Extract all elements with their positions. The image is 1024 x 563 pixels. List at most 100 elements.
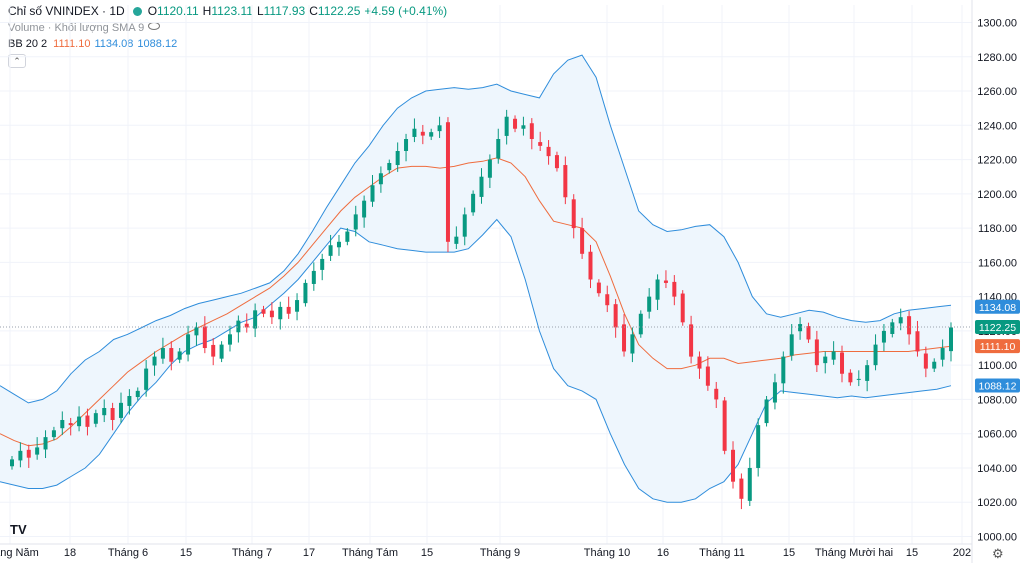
y-tick-label: 1060.00 bbox=[977, 429, 1017, 441]
candle-body bbox=[420, 131, 425, 136]
candle-body bbox=[311, 270, 316, 284]
candle-body bbox=[772, 382, 777, 403]
candle-body bbox=[10, 459, 14, 467]
candle-body bbox=[932, 361, 937, 369]
candle-body bbox=[680, 293, 685, 323]
candle-body bbox=[18, 450, 23, 461]
candle-body bbox=[697, 356, 702, 369]
candle-body bbox=[840, 352, 845, 374]
candle-body bbox=[110, 408, 115, 420]
candle-body bbox=[370, 185, 375, 202]
candle-body bbox=[194, 327, 199, 336]
y-tick-label: 1220.00 bbox=[977, 155, 1017, 167]
candle-body bbox=[496, 139, 501, 159]
ohlc-open: O1120.11 bbox=[147, 4, 199, 18]
price-label-box bbox=[975, 320, 1020, 335]
candle-body bbox=[68, 423, 73, 426]
bollinger-band-fill bbox=[0, 55, 951, 503]
candle-body bbox=[546, 146, 551, 157]
candle-body bbox=[722, 400, 727, 451]
chevron-up-icon[interactable]: ⌃ bbox=[8, 54, 26, 68]
candle-body bbox=[387, 162, 392, 171]
candle-body bbox=[295, 300, 300, 312]
candle-body bbox=[26, 449, 31, 458]
x-tick-label: Tháng 7 bbox=[232, 547, 272, 559]
candle-body bbox=[513, 118, 518, 129]
candle-body bbox=[261, 309, 266, 314]
candle-body bbox=[219, 344, 224, 359]
candle-body bbox=[362, 200, 367, 218]
price-change: +4.59 (+0.41%) bbox=[364, 4, 448, 18]
x-tick-label: Tháng 9 bbox=[480, 547, 520, 559]
x-tick-label: Tháng Năm bbox=[0, 547, 39, 559]
ohlc-close: C1122.25 bbox=[309, 4, 361, 18]
y-tick-label: 1240.00 bbox=[977, 120, 1017, 132]
bollinger-upper-line bbox=[0, 54, 952, 404]
candle-body bbox=[77, 416, 82, 427]
candle-body bbox=[504, 116, 509, 136]
candle-body bbox=[663, 280, 668, 283]
candle-body bbox=[898, 317, 903, 324]
price-label-text: 1111.10 bbox=[980, 341, 1016, 353]
bb-lower-value: 1088.12 bbox=[137, 38, 178, 50]
candle-body bbox=[588, 251, 593, 280]
candle-body bbox=[789, 334, 794, 356]
y-tick-label: 1100.00 bbox=[978, 360, 1017, 372]
bb-upper-value: 1134.08 bbox=[94, 38, 134, 50]
price-label-box bbox=[975, 299, 1020, 314]
y-tick-label: 1200.00 bbox=[977, 189, 1017, 201]
candle-body bbox=[655, 279, 660, 300]
candle-body bbox=[93, 413, 98, 424]
candle-body bbox=[328, 245, 333, 256]
x-tick-label: Tháng 11 bbox=[699, 547, 745, 559]
tradingview-logo-icon[interactable]: TV bbox=[10, 522, 27, 537]
y-tick-label: 1300.00 bbox=[977, 18, 1017, 30]
candle-body bbox=[915, 331, 920, 352]
candle-body bbox=[873, 344, 878, 366]
candle-body bbox=[613, 304, 618, 328]
bollinger-lower-line bbox=[0, 218, 952, 503]
candle-body bbox=[395, 151, 400, 166]
candle-body bbox=[429, 132, 434, 137]
y-tick-label: 1040.00 bbox=[977, 463, 1017, 475]
candle-body bbox=[907, 316, 912, 335]
price-label-box bbox=[975, 378, 1020, 393]
candle-body bbox=[714, 388, 719, 400]
candle-body bbox=[814, 339, 819, 366]
candle-body bbox=[856, 378, 861, 380]
candle-body bbox=[672, 281, 677, 297]
candle-body bbox=[923, 353, 928, 369]
candle-body bbox=[479, 176, 484, 197]
price-label-text: 1088.12 bbox=[979, 381, 1017, 393]
candle-body bbox=[630, 334, 635, 354]
candle-body bbox=[781, 356, 786, 384]
candle-body bbox=[563, 165, 568, 198]
candle-body bbox=[705, 366, 710, 386]
candle-body bbox=[756, 425, 761, 468]
chart-title[interactable]: Chỉ số VNINDEX · 1D bbox=[8, 4, 125, 18]
candle-body bbox=[454, 236, 459, 244]
bb-middle-value: 1111.10 bbox=[53, 38, 91, 50]
candle-body bbox=[538, 142, 543, 146]
candle-body bbox=[353, 214, 358, 230]
candle-body bbox=[571, 199, 576, 229]
candle-body bbox=[890, 322, 895, 334]
candle-body bbox=[647, 296, 652, 312]
gear-icon[interactable]: ⚙ bbox=[992, 546, 1004, 561]
candle-body bbox=[211, 344, 216, 357]
candle-body bbox=[169, 348, 174, 362]
candle-body bbox=[85, 415, 90, 427]
bollinger-legend[interactable]: BB 20 2 1111.10 1134.08 1088.12 bbox=[8, 38, 177, 50]
y-tick-label: 1080.00 bbox=[977, 394, 1017, 406]
candle-body bbox=[412, 128, 417, 137]
price-label-text: 1122.25 bbox=[979, 322, 1016, 334]
candle-body bbox=[689, 324, 694, 357]
candle-body bbox=[253, 310, 258, 329]
symbol-legend: Chỉ số VNINDEX · 1D O1120.11 H1123.11 L1117… bbox=[8, 4, 451, 18]
x-tick-label: Tháng 10 bbox=[584, 547, 630, 559]
candle-body bbox=[278, 306, 283, 320]
candle-body bbox=[227, 334, 232, 345]
candle-body bbox=[798, 324, 803, 332]
x-tick-label: Tháng 6 bbox=[108, 547, 148, 559]
